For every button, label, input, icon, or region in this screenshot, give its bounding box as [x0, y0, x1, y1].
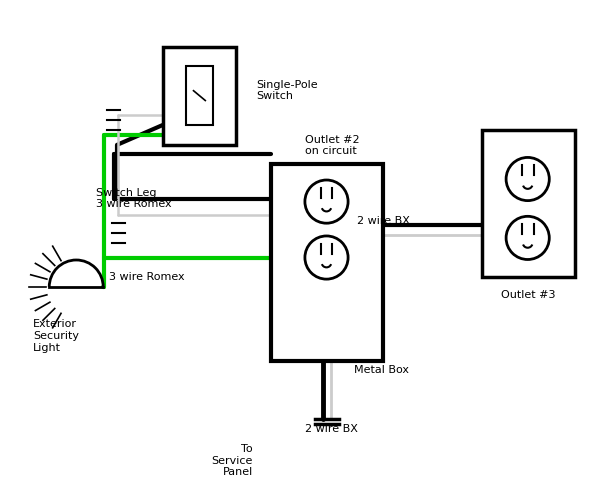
FancyBboxPatch shape	[185, 66, 213, 125]
Text: 2 wire BX: 2 wire BX	[305, 424, 358, 434]
Text: 3 wire Romex: 3 wire Romex	[109, 272, 184, 282]
FancyBboxPatch shape	[163, 47, 236, 145]
Circle shape	[506, 216, 549, 260]
Text: To
Service
Panel: To Service Panel	[212, 444, 253, 477]
Circle shape	[305, 236, 348, 279]
Circle shape	[506, 157, 549, 201]
Text: Exterior
Security
Light: Exterior Security Light	[33, 319, 79, 352]
Text: Outlet #2
on circuit: Outlet #2 on circuit	[305, 135, 359, 156]
FancyBboxPatch shape	[271, 164, 383, 361]
FancyBboxPatch shape	[482, 130, 575, 277]
Text: Outlet #3: Outlet #3	[501, 290, 556, 300]
Circle shape	[305, 180, 348, 223]
Text: 2 wire BX: 2 wire BX	[357, 216, 410, 226]
Text: Switch Leg
3 wire Romex: Switch Leg 3 wire Romex	[96, 188, 172, 209]
Text: Single-Pole
Switch: Single-Pole Switch	[256, 80, 317, 102]
Text: Metal Box: Metal Box	[354, 365, 409, 376]
